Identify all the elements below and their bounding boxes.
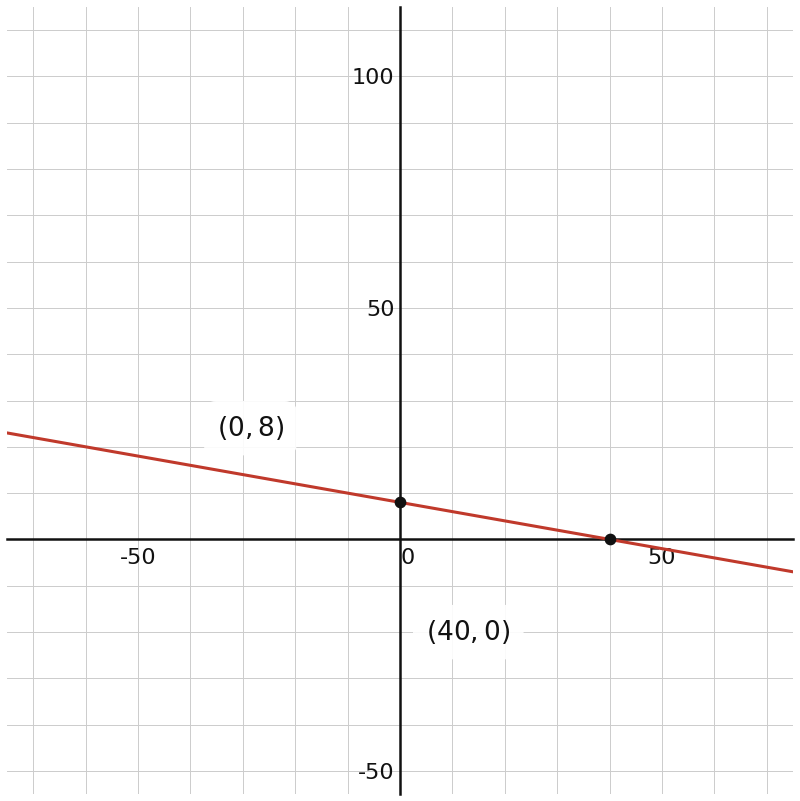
Point: [394, 496, 406, 509]
Text: $(40, 0)$: $(40, 0)$: [426, 618, 510, 646]
Point: [603, 533, 616, 545]
Text: $(0, 8)$: $(0, 8)$: [217, 414, 284, 442]
